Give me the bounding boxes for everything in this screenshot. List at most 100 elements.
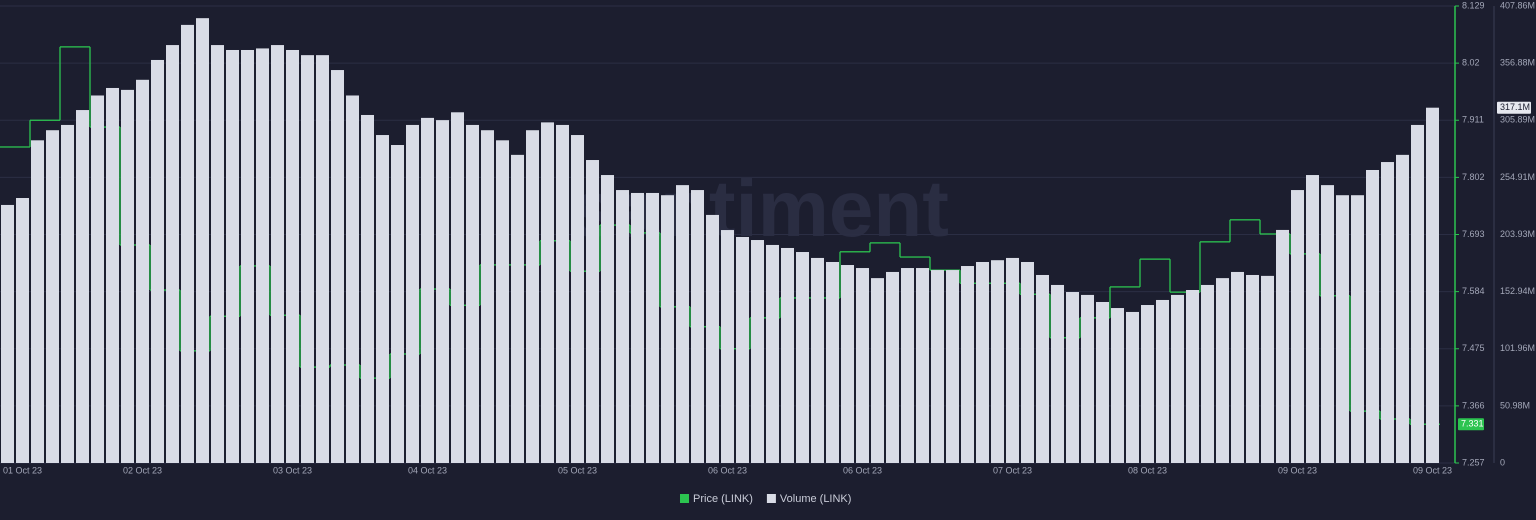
volume-bar <box>841 265 854 463</box>
y2-tick-label: 254.91M <box>1500 172 1535 182</box>
volume-bar <box>31 140 44 464</box>
volume-bar <box>976 261 989 463</box>
volume-bar <box>1 204 14 463</box>
volume-bar <box>901 268 914 463</box>
volume-bar <box>1081 294 1094 463</box>
legend-label: Price (LINK) <box>693 493 753 505</box>
volume-bar <box>616 190 629 463</box>
x-tick-label: 09 Oct 23 <box>1278 465 1317 475</box>
current-price-badge <box>1458 418 1484 431</box>
x-tick-label: 02 Oct 23 <box>123 465 162 475</box>
volume-bar <box>1261 275 1274 463</box>
volume-bar <box>931 270 944 463</box>
volume-bar <box>706 214 719 463</box>
volume-bar <box>1066 292 1079 463</box>
volume-bar <box>586 160 599 463</box>
volume-bar <box>1141 305 1154 463</box>
y-tick-label: 7.802 <box>1462 172 1485 182</box>
volume-bar <box>151 59 164 464</box>
y2-tick-label: 101.96M <box>1500 343 1535 353</box>
volume-bar <box>526 130 539 464</box>
current-price-label: 7.331 <box>1461 419 1484 429</box>
volume-bar <box>1171 294 1184 463</box>
y2-tick-label: 203.93M <box>1500 229 1535 239</box>
volume-bar <box>676 185 689 463</box>
volume-bar <box>46 130 59 464</box>
volume-bar <box>1336 195 1349 463</box>
volume-bar <box>1051 284 1064 463</box>
volume-bar <box>1276 229 1289 463</box>
y-tick-label: 7.475 <box>1462 343 1485 353</box>
volume-bar <box>286 49 299 463</box>
volume-bar <box>1216 278 1229 463</box>
volume-bar <box>871 278 884 463</box>
volume-bar <box>481 130 494 464</box>
volume-bar <box>376 135 389 463</box>
volume-bar <box>76 110 89 463</box>
volume-bar <box>316 55 329 464</box>
x-tick-label: 03 Oct 23 <box>273 465 312 475</box>
volume-bar <box>631 192 644 463</box>
volume-bar <box>1111 308 1124 463</box>
current-volume-label: 317.1M <box>1500 102 1530 112</box>
volume-bar <box>16 198 29 463</box>
y2-tick-label: 407.86M <box>1500 0 1535 10</box>
volume-bar <box>271 45 284 463</box>
volume-bar <box>856 268 869 463</box>
volume-bar <box>736 236 749 463</box>
volume-bar <box>1021 261 1034 463</box>
volume-bar <box>61 124 74 463</box>
legend-swatch <box>766 494 776 503</box>
x-tick-label: 07 Oct 23 <box>993 465 1032 475</box>
volume-bar <box>211 45 224 463</box>
volume-bar <box>361 114 374 464</box>
current-volume-badge <box>1497 101 1531 114</box>
volume-bar <box>1321 185 1334 463</box>
y-tick-label: 7.693 <box>1462 229 1485 239</box>
volume-bar <box>661 195 674 463</box>
volume-bar <box>1426 107 1439 463</box>
volume-bar <box>511 154 524 463</box>
volume-bar <box>496 140 509 464</box>
x-tick-label: 06 Oct 23 <box>708 465 747 475</box>
volume-bar <box>571 135 584 463</box>
volume-bar <box>946 270 959 463</box>
volume-bar <box>1186 289 1199 463</box>
volume-bar <box>1411 124 1424 463</box>
volume-bar <box>721 230 734 463</box>
volume-bar <box>1126 311 1139 463</box>
volume-bar <box>886 271 899 463</box>
y-tick-label: 8.02 <box>1462 58 1480 68</box>
volume-bar <box>751 240 764 463</box>
volume-bar <box>556 124 569 463</box>
volume-bar <box>166 45 179 463</box>
y-tick-label: 8.129 <box>1462 0 1485 10</box>
volume-bar <box>1351 195 1364 463</box>
volume-bar <box>1156 299 1169 463</box>
volume-bar <box>1381 162 1394 463</box>
y2-tick-label: 50.98M <box>1500 400 1530 410</box>
y-tick-label: 7.584 <box>1462 286 1485 296</box>
volume-bar <box>121 89 134 463</box>
volume-bar <box>181 24 194 464</box>
y-tick-label: 7.366 <box>1462 400 1485 410</box>
volume-bar <box>781 247 794 463</box>
volume-bar <box>256 48 269 463</box>
x-tick-label: 01 Oct 23 <box>3 465 42 475</box>
volume-bar <box>1366 169 1379 463</box>
volume-bar <box>1306 175 1319 463</box>
volume-bar <box>601 175 614 463</box>
volume-bar <box>196 18 209 464</box>
volume-bar <box>226 49 239 463</box>
volume-bar <box>1201 284 1214 463</box>
legend-swatch <box>680 494 689 503</box>
y2-tick-label: 0 <box>1500 457 1505 467</box>
volume-bar <box>1291 190 1304 463</box>
volume-bar <box>91 95 104 463</box>
y2-tick-label: 152.94M <box>1500 286 1535 296</box>
volume-bar <box>646 192 659 463</box>
volume-bar <box>961 266 974 463</box>
volume-bar <box>136 79 149 463</box>
